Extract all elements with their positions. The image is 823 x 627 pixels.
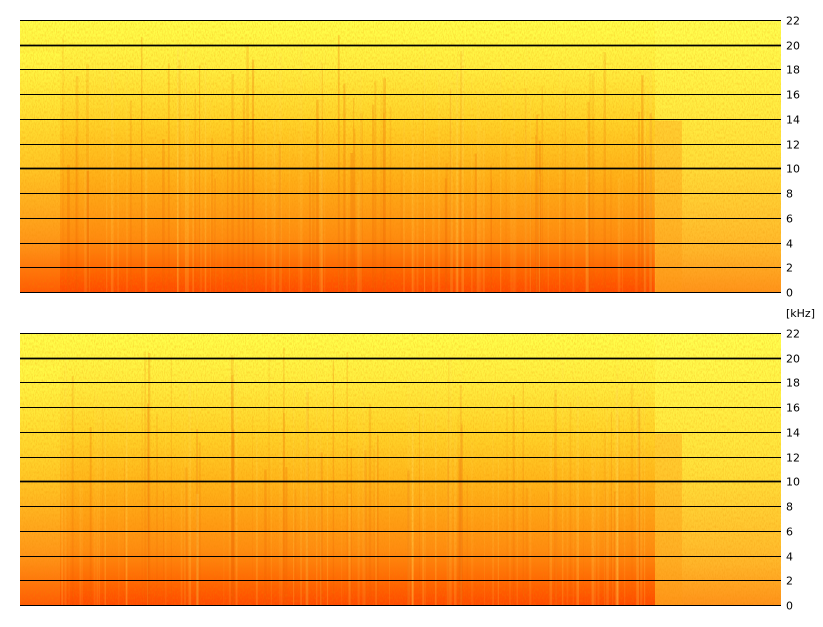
y-tick-label: 16 — [786, 89, 800, 102]
y-tick-label: 18 — [786, 377, 800, 390]
y-tick-label: 6 — [786, 526, 793, 539]
y-tick-label: 8 — [786, 188, 793, 201]
y-tick-label: 16 — [786, 402, 800, 415]
y-tick-label: 18 — [786, 64, 800, 77]
y-tick-label: 0 — [786, 287, 793, 300]
y-tick-label: 14 — [786, 114, 800, 127]
y-tick-label: 2 — [786, 262, 793, 275]
y-tick-label: 20 — [786, 40, 800, 53]
spectrogram-panel-2: 0 2 4 6 8 10 12 14 16 18 20 22 — [20, 328, 800, 613]
y-tick-label: 10 — [786, 163, 800, 176]
y-tick-label: 20 — [786, 353, 800, 366]
spectrogram-panel-1: 0 2 4 6 8 10 12 14 16 18 20 22 — [20, 15, 800, 300]
y-tick-label: 2 — [786, 575, 793, 588]
y-tick-label: 0 — [786, 600, 793, 613]
y-tick-label: 4 — [786, 238, 793, 251]
y-tick-label: 22 — [786, 328, 800, 341]
y-tick-label: 12 — [786, 139, 800, 152]
y-tick-label: 12 — [786, 452, 800, 465]
y-tick-label: 10 — [786, 476, 800, 489]
heatmap-grain — [20, 20, 781, 292]
y-tick-label: 8 — [786, 501, 793, 514]
y-tick-label: 6 — [786, 213, 793, 226]
y-tick-label: 22 — [786, 15, 800, 28]
y-tick-label: 14 — [786, 427, 800, 440]
y-tick-label: 4 — [786, 551, 793, 564]
heatmap-grain — [20, 333, 781, 605]
y-unit-label: [kHz] — [786, 307, 815, 320]
